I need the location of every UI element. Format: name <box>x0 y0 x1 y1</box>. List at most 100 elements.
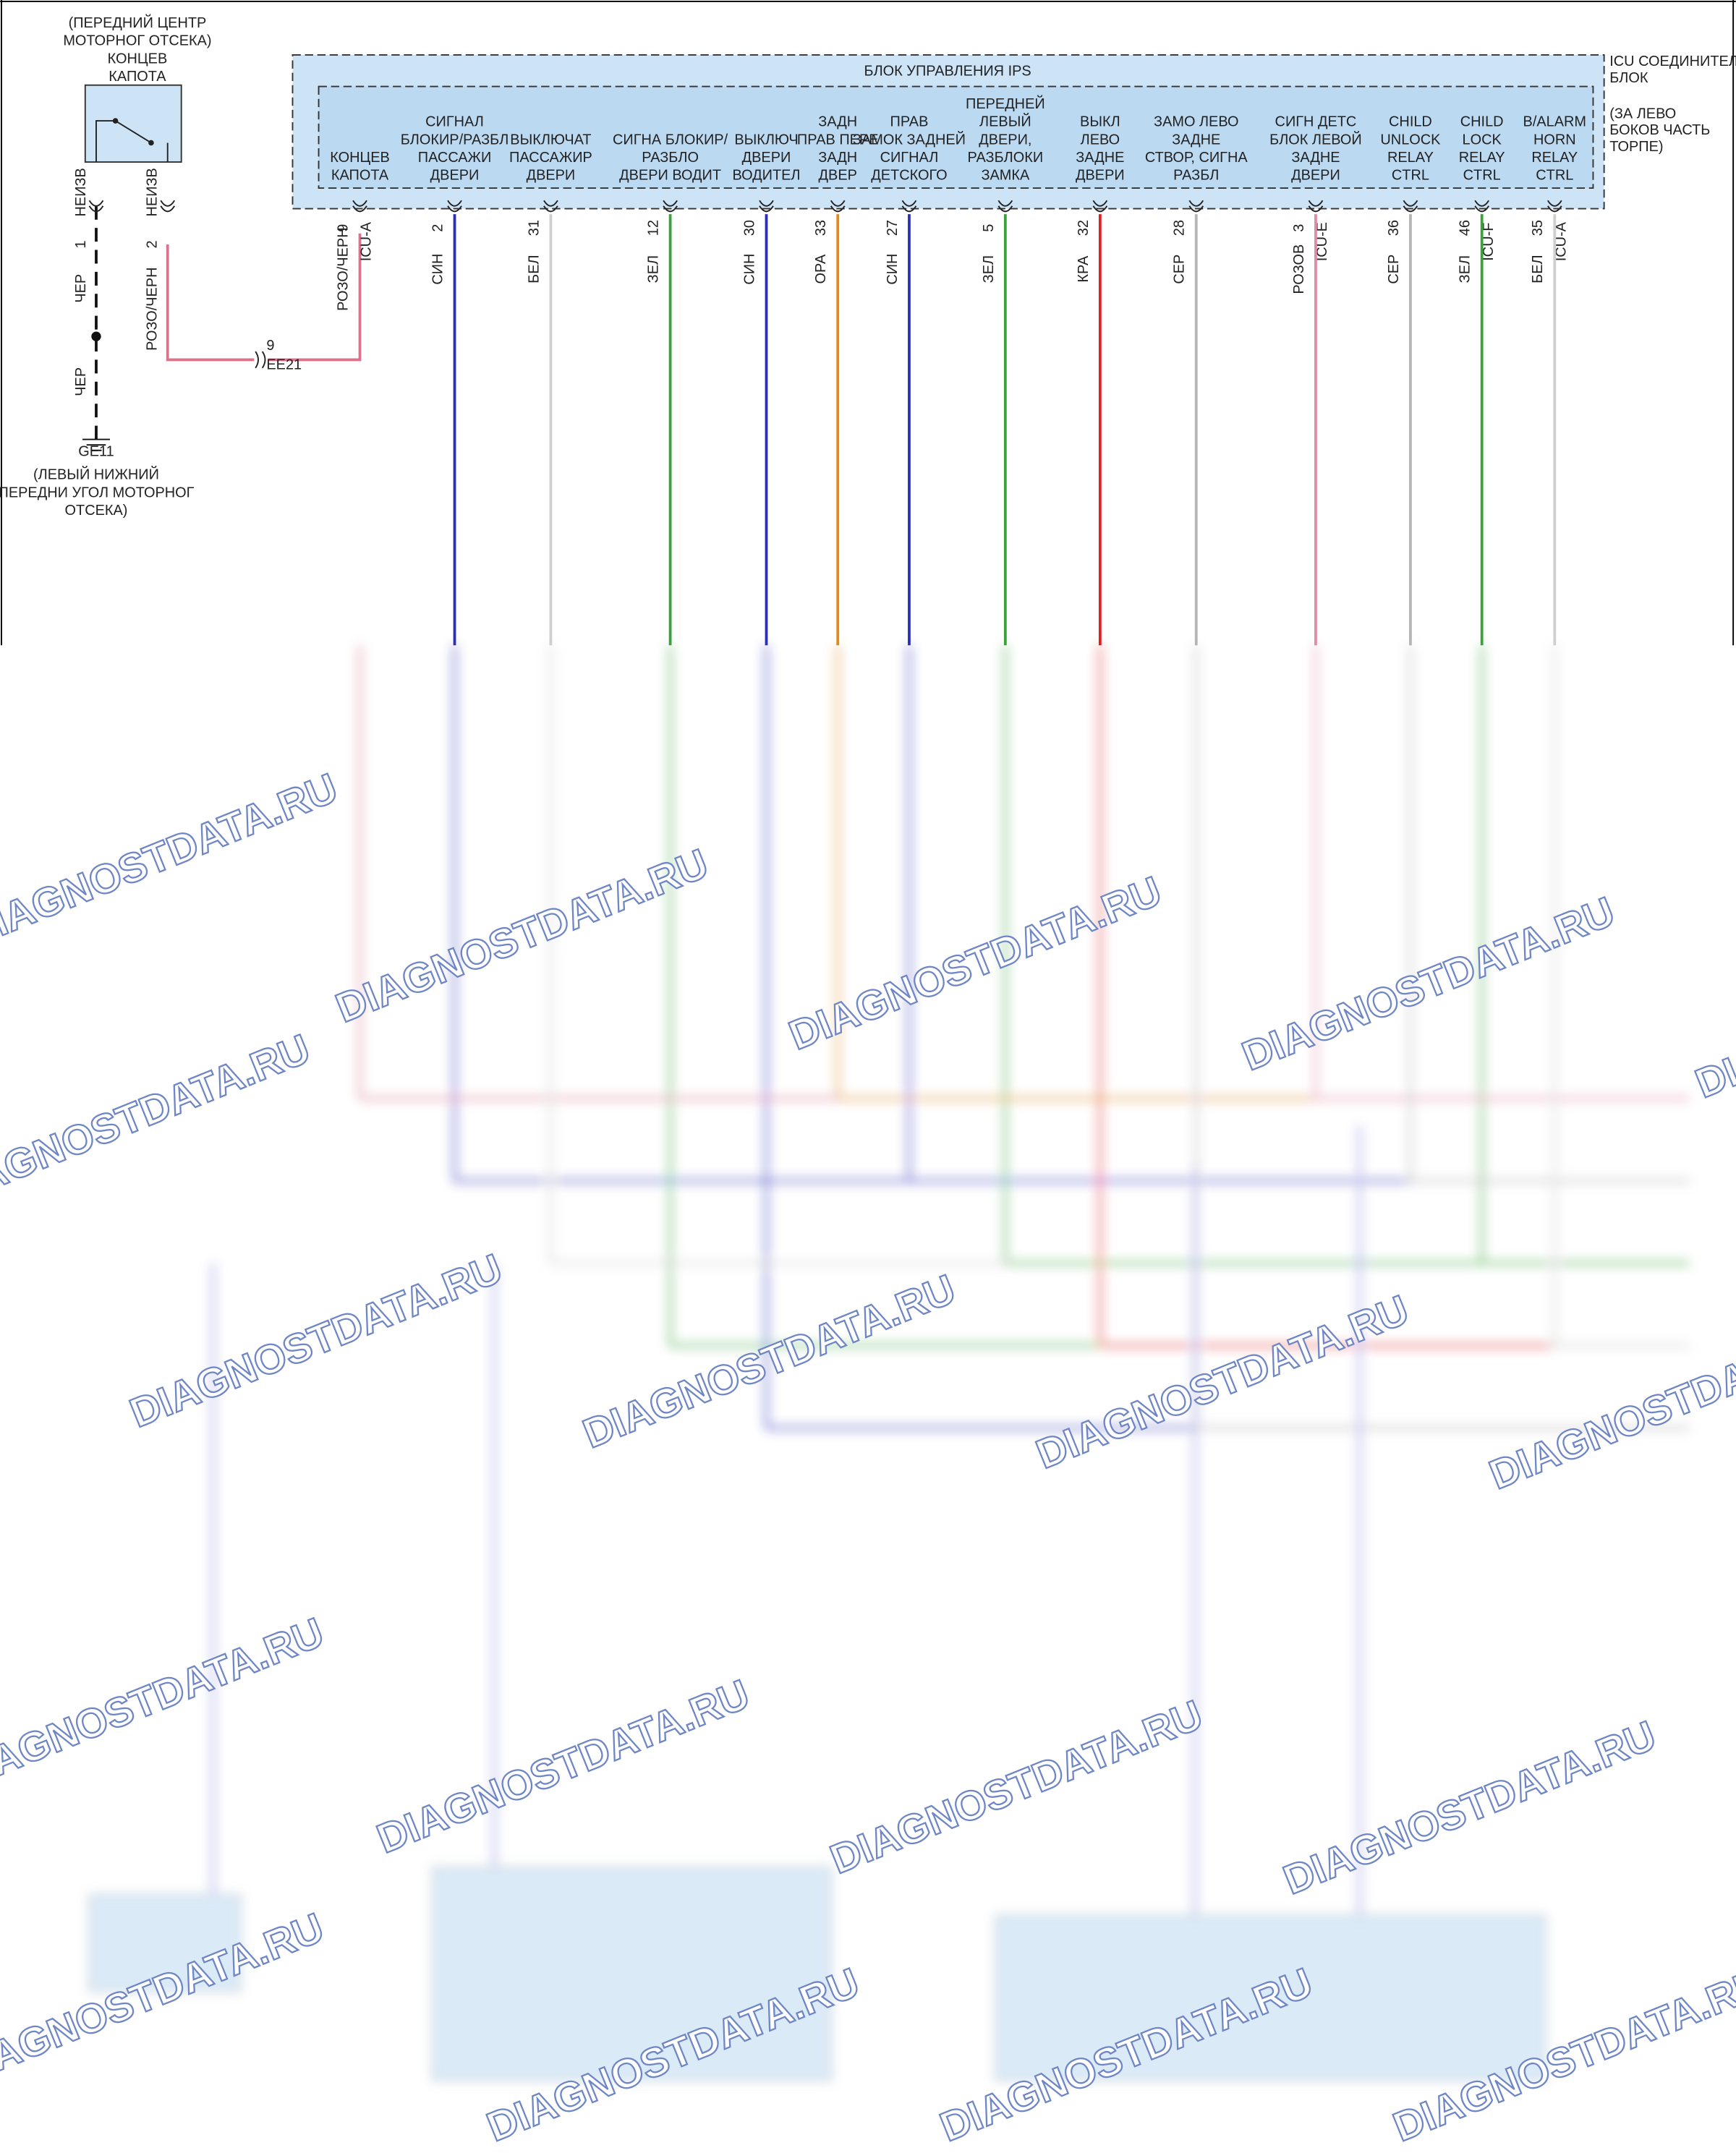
component-blurred <box>995 1914 1546 2081</box>
icu-pin-number: 12 <box>646 220 662 236</box>
icu-pin-label: ПЕРЕДНЕЙ <box>966 95 1045 112</box>
icu-pin-label: CTRL <box>1392 168 1429 184</box>
icu-pin-label: КОНЦЕВ <box>330 150 390 166</box>
icu-side-note: ICU СОЕДИНИТЕЛ <box>1609 54 1736 69</box>
icu-pin-label: БЛОКИР/РАЗБЛ <box>401 132 509 148</box>
switch-pin-number: 2 <box>145 240 161 248</box>
icu-pin-label: ЛЕВЫЙ <box>979 113 1031 130</box>
switch-symbol <box>95 120 169 163</box>
pin-terminal <box>901 200 917 213</box>
icu-wire-color: СИН <box>885 254 901 285</box>
icu-wire-color: ЗЕЛ <box>981 255 997 283</box>
pin-terminal <box>1188 200 1204 213</box>
icu-pin-label: CTRL <box>1536 168 1573 184</box>
pin-terminal <box>663 200 678 213</box>
icu-location: ТОРПЕ) <box>1609 139 1663 155</box>
icu-pin-label: ДВЕРИ <box>1076 168 1125 184</box>
component-blurred <box>432 1867 832 2081</box>
switch-location: МОТОРНОГ ОТСЕКА) <box>63 33 211 49</box>
icu-pin-label: РАЗБЛ <box>1173 168 1219 184</box>
component-blurred <box>88 1894 242 1992</box>
icu-wire-color: РОЗОВ <box>1291 244 1307 294</box>
icu-pin-label: ЗАДН <box>818 150 857 166</box>
pin-terminal <box>160 200 176 213</box>
icu-pin-label: CTRL <box>1463 168 1501 184</box>
switch-location: (ПЕРЕДНИЙ ЦЕНТР <box>69 14 207 31</box>
icu-pin-label: РАЗБЛОКИ <box>968 150 1044 166</box>
switch-name: КОНЦЕВ <box>108 51 168 67</box>
icu-connector: ICU-F <box>1481 223 1497 261</box>
icu-pin-label: ДВЕР <box>819 168 857 184</box>
icu-pin-label: БЛОК ЛЕВОЙ <box>1269 130 1362 148</box>
icu-pin-label: ДЕТСКОГО <box>871 168 947 184</box>
icu-pin-label: ДВЕРИ <box>1291 168 1340 184</box>
switch-wire-color: РОЗО/ЧЕРН <box>145 267 161 350</box>
icu-pin-label: ДВЕРИ ВОДИТ <box>619 168 721 184</box>
icu-pin-number: 30 <box>741 220 757 236</box>
switch-pin-label: НЕИЗВ <box>73 168 89 216</box>
icu-pin-label: ЛЕВО <box>1081 132 1120 148</box>
icu-pin-number: 46 <box>1458 220 1473 236</box>
icu-wire-color: СИН <box>741 254 757 285</box>
pin-terminal <box>997 200 1013 213</box>
blurred-area <box>88 645 1690 2081</box>
icu-pin-label: РАЗБЛО <box>642 150 699 166</box>
icu-pin-label: CHILD <box>1460 114 1504 130</box>
switch-pin-label: НЕИЗВ <box>145 168 161 216</box>
icu-pin-label: ЗАМО ЛЕВО <box>1154 114 1238 130</box>
pin-terminal <box>759 200 774 213</box>
ground-location: ПЕРЕДНИ УГОЛ МОТОРНОГ <box>0 485 195 500</box>
icu-wire-color: СЕР <box>1172 255 1188 284</box>
icu-pin-number: 9 <box>335 224 351 232</box>
ground-symbol <box>82 438 110 451</box>
icu-pin-label: ДВЕРИ <box>527 168 576 184</box>
pin-terminal <box>447 200 462 213</box>
ee21-connector <box>255 351 266 369</box>
pin-terminal <box>1474 200 1489 213</box>
icu-pin-label: СИГНА БЛОКИР/ <box>613 132 728 148</box>
icu-wire-color: БЕЛ <box>1530 255 1546 283</box>
icu-pin-label: ЗАМОК ЗАДНЕЙ <box>853 130 966 148</box>
icu-pin-label: ПРАВ ПЕРЕ <box>797 132 879 148</box>
icu-connector: ICU-E <box>1314 222 1330 261</box>
switch-box <box>84 84 182 163</box>
switch-name: КАПОТА <box>109 69 166 85</box>
icu-pin-number: 31 <box>526 220 542 236</box>
splice <box>91 331 101 341</box>
switch-contact <box>148 140 154 146</box>
icu-wire-color: ОРА <box>813 254 829 283</box>
icu-pin-label: ДВЕРИ, <box>979 132 1031 148</box>
icu-wire-color: ЗЕЛ <box>1458 255 1473 283</box>
icu-pin-label: ЗАДНЕ <box>1291 150 1340 166</box>
pin-terminal <box>1092 200 1108 213</box>
icu-pin-label: ДВЕРИ <box>430 168 480 184</box>
icu-pin-label: CHILD <box>1389 114 1432 130</box>
icu-pin-number: 35 <box>1530 220 1546 236</box>
ee21-pin: 9 <box>266 338 274 354</box>
icu-connector: ICU-A <box>1553 221 1569 261</box>
ground-name: GE11 <box>78 443 114 459</box>
ground-location: (ЛЕВЫЙ НИЖНИЙ <box>33 466 159 483</box>
icu-pin-label: СИГН ДЕТС <box>1275 114 1357 130</box>
icu-pin-label: ПРАВ <box>890 114 929 130</box>
icu-pin-label: ДВЕРИ <box>742 150 791 166</box>
icu-title: БЛОК УПРАВЛЕНИЯ IPS <box>864 63 1031 79</box>
icu-pin-number: 28 <box>1172 220 1188 236</box>
icu-pin-label: RELAY <box>1459 150 1505 166</box>
switch-wire-color: ЧЕР <box>73 274 89 303</box>
pin-terminal <box>830 200 846 213</box>
icu-pin-label: КАПОТА <box>331 168 389 184</box>
icu-pin-label: LOCK <box>1463 132 1502 148</box>
icu-pin-label: ЗАМКА <box>981 168 1030 184</box>
pin-terminal <box>1403 200 1418 213</box>
icu-pin-label: ЗАДН <box>818 114 857 130</box>
sharp-area: БЛОК УПРАВЛЕНИЯ IPS 9 EE21 GE11 (ПЕРЕДНИ… <box>0 0 1736 646</box>
pin-terminal <box>1547 200 1562 213</box>
icu-wire-color: БЕЛ <box>526 255 542 283</box>
pin-terminal <box>88 200 104 213</box>
icu-pin-label: B/ALARM <box>1523 114 1586 130</box>
icu-pin-label: ПАССАЖИР <box>509 150 592 166</box>
icu-pin-number: 36 <box>1386 220 1402 236</box>
icu-pin-label: ВЫКЛЮЧАТ <box>510 132 591 148</box>
